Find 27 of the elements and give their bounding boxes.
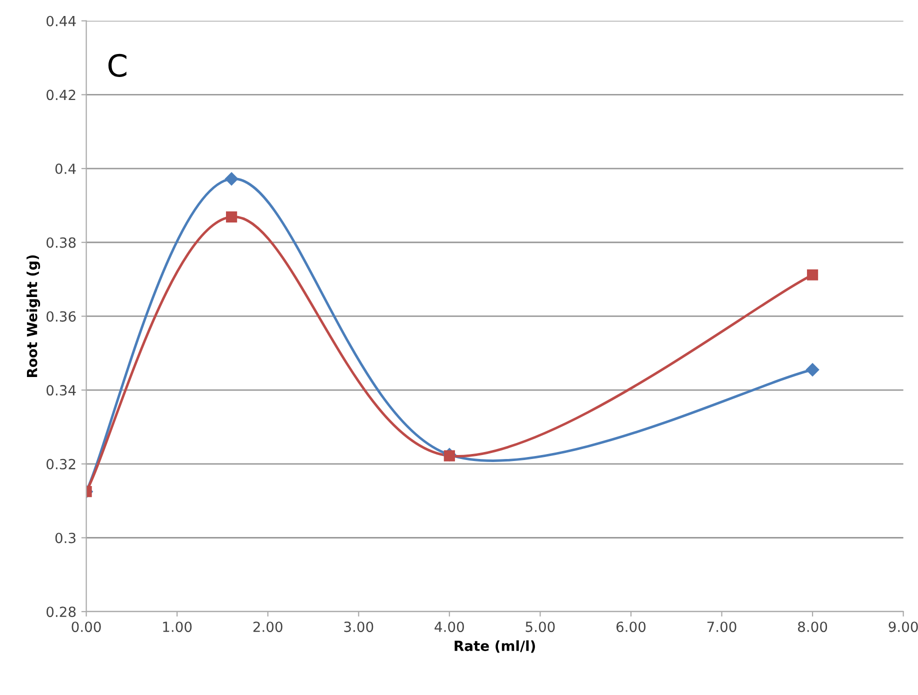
x-tick-label: 9.00 — [888, 622, 918, 632]
x-tick-label: 1.00 — [163, 622, 192, 632]
x-tick-label: 7.00 — [707, 622, 736, 632]
x-tick-label: 2.00 — [253, 622, 282, 632]
y-tick-label: 0.42 — [46, 90, 76, 100]
point — [806, 363, 820, 376]
point — [444, 450, 455, 462]
y-tick-label: 0.44 — [46, 16, 76, 26]
y-tick-label: 0.34 — [46, 385, 76, 396]
x-tick-label: 6.00 — [616, 622, 646, 632]
point — [224, 172, 238, 186]
y-tick-label: 0.28 — [46, 606, 76, 618]
y-tick-label: 0.3 — [55, 532, 76, 544]
y-axis-title: Root Weight (g) — [26, 255, 40, 378]
x-tick-label: 5.00 — [526, 622, 555, 632]
annotation: C — [108, 54, 126, 77]
point — [806, 269, 818, 280]
y-tick-label: 0.4 — [55, 164, 76, 174]
x-tick-label: 0.00 — [72, 622, 101, 632]
y-tick-label: 0.38 — [46, 237, 76, 248]
x-tick-label: 8.00 — [798, 622, 828, 632]
x-tick-label: 3.00 — [344, 622, 374, 632]
point — [226, 211, 238, 222]
y-tick-label: 0.32 — [46, 458, 76, 470]
x-tick-label: 4.00 — [434, 622, 464, 632]
y-tick-label: 0.36 — [46, 311, 76, 322]
x-axis-title: Rate (ml/l) — [454, 640, 535, 653]
